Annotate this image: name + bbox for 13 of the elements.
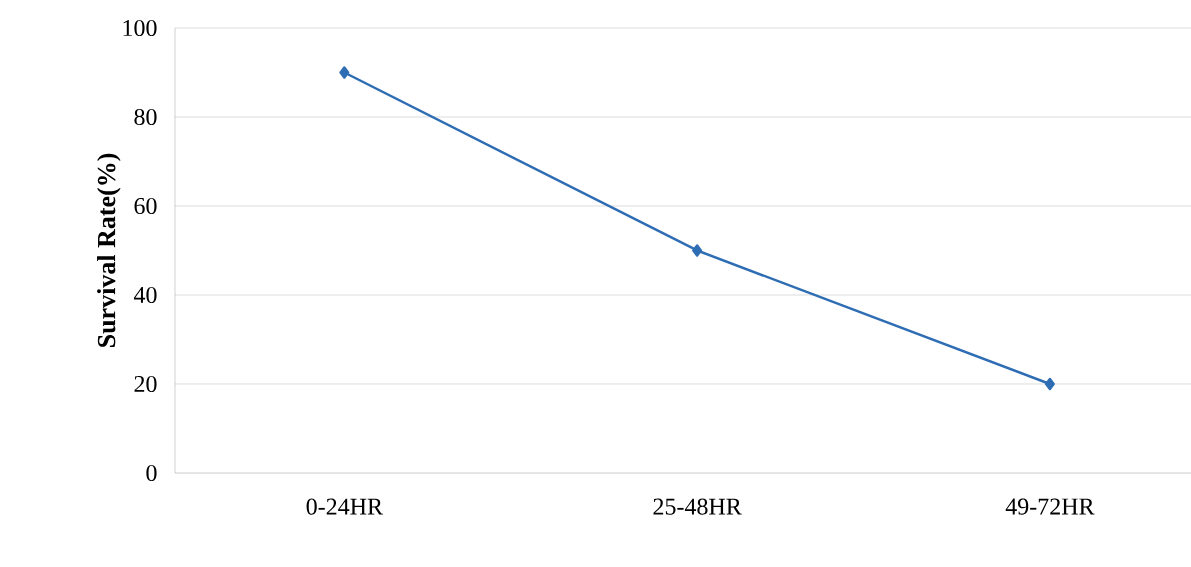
x-tick-label: 49-72HR <box>1005 498 1095 515</box>
y-axis-title: Survival Rate(%) <box>97 153 121 347</box>
x-tick-label: 25-48HR <box>653 498 742 515</box>
point <box>339 66 350 79</box>
y-tick-label: 0 <box>146 464 157 482</box>
y-tick-label: 20 <box>134 375 157 393</box>
x-tick-label: 0-24HR <box>306 498 383 515</box>
y-tick-label: 60 <box>134 197 157 215</box>
y-tick-label: 40 <box>133 286 157 304</box>
point <box>1044 377 1055 391</box>
y-tick-label: 80 <box>134 108 157 126</box>
y-tick-label: 100 <box>123 19 157 37</box>
point <box>692 244 703 257</box>
